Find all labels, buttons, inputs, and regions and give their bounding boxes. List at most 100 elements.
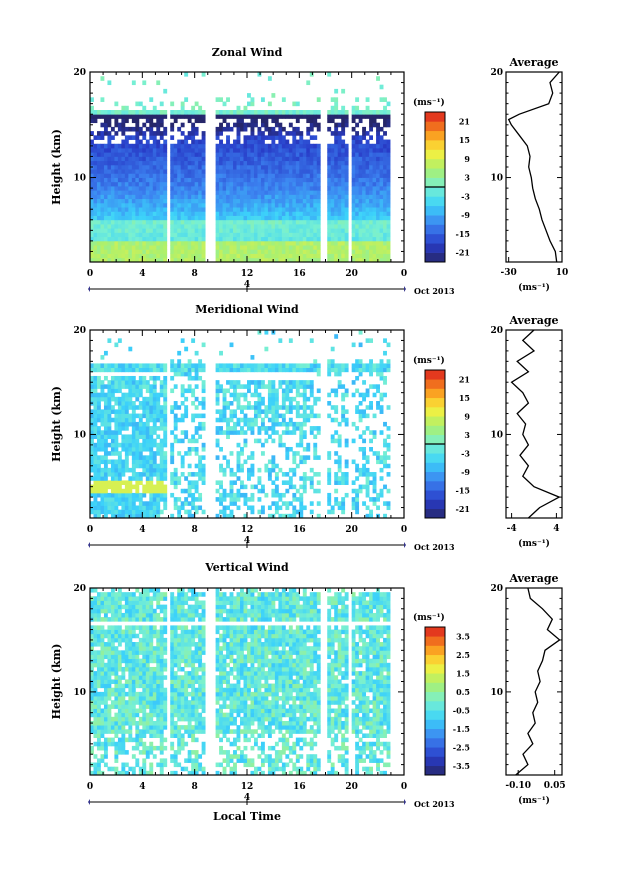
heatmap-cell <box>379 84 384 90</box>
heatmap-cell <box>264 384 269 389</box>
heatmap-cell <box>253 135 258 140</box>
heatmap-cell <box>365 413 370 419</box>
heatmap-cell <box>253 257 258 263</box>
heatmap-cell <box>278 249 283 254</box>
heatmap-cell <box>334 367 339 373</box>
heatmap-cell <box>229 202 234 208</box>
heatmap-cell <box>96 658 101 664</box>
heatmap-cell <box>121 375 126 381</box>
heatmap-cell <box>145 509 150 515</box>
heatmap-cell <box>257 202 262 208</box>
heatmap-cell <box>114 430 119 435</box>
heatmap-cell <box>219 186 223 191</box>
x-tick-label: 20 <box>345 269 358 279</box>
heatmap-cell <box>159 101 164 107</box>
heatmap-cell <box>362 181 367 187</box>
heatmap-cell <box>138 505 143 511</box>
heatmap-cell <box>187 388 192 394</box>
heatmap-cell <box>152 232 157 238</box>
heatmap-cell <box>369 446 373 452</box>
heatmap-cell <box>128 190 133 195</box>
heatmap-cell <box>260 219 265 225</box>
heatmap-cell <box>351 148 356 153</box>
heatmap-cell <box>96 380 101 385</box>
heatmap-cell <box>198 249 203 254</box>
heatmap-cell <box>362 198 367 204</box>
heatmap-cell <box>222 101 227 107</box>
heatmap-cell <box>131 80 136 86</box>
heatmap-cell <box>250 198 255 204</box>
heatmap-cell <box>247 219 251 225</box>
heatmap-cell <box>173 110 178 115</box>
heatmap-cell <box>247 194 251 200</box>
heatmap-cell <box>96 455 101 460</box>
heatmap-cell <box>306 181 311 187</box>
heatmap-cell <box>114 110 119 115</box>
heatmap-cell <box>316 148 321 153</box>
heatmap-cell <box>264 367 269 373</box>
heatmap-cell <box>142 442 147 448</box>
heatmap-cell <box>372 198 377 204</box>
heatmap-cell <box>369 156 373 162</box>
heatmap-cell <box>152 430 157 435</box>
heatmap-cell <box>131 505 136 511</box>
heatmap-cell <box>156 484 161 490</box>
heatmap-cell <box>267 236 272 242</box>
heatmap-cell <box>260 232 265 238</box>
heatmap-cell <box>327 198 332 204</box>
heatmap-cell <box>145 211 150 216</box>
heatmap-cell <box>90 642 94 647</box>
heatmap-cell <box>309 484 314 490</box>
heatmap-cell <box>100 392 105 398</box>
heatmap-cell <box>236 467 241 473</box>
heatmap-cell <box>138 417 143 423</box>
heatmap-cell <box>288 430 293 435</box>
heatmap-cell <box>247 148 251 153</box>
heatmap-cell <box>316 198 321 204</box>
heatmap-cell <box>117 164 122 170</box>
heatmap-cell <box>376 405 380 410</box>
heatmap-cell <box>386 455 391 460</box>
heatmap-cell <box>316 488 321 494</box>
heatmap-cell <box>219 446 223 452</box>
heatmap-cell <box>117 375 122 381</box>
heatmap-cell <box>260 380 265 385</box>
heatmap-cell <box>131 110 136 115</box>
heatmap-cell <box>267 459 272 465</box>
heatmap-cell <box>257 148 262 153</box>
heatmap-cell <box>93 766 98 772</box>
heatmap-cell <box>201 401 206 406</box>
heatmap-cell <box>386 501 391 506</box>
heatmap-cell <box>316 371 321 377</box>
heatmap-cell <box>110 249 115 254</box>
heatmap-cell <box>177 257 182 263</box>
heatmap-cell <box>260 401 265 406</box>
heatmap-cell <box>163 88 168 94</box>
heatmap-cell <box>121 497 126 502</box>
heatmap-cell <box>253 152 258 157</box>
heatmap-cell <box>379 367 384 373</box>
heatmap-cell <box>376 202 380 208</box>
heatmap-cell <box>344 198 349 204</box>
heatmap-cell <box>107 384 112 389</box>
heatmap-cell <box>145 177 150 183</box>
heatmap-cell <box>131 173 136 178</box>
heatmap-cell <box>219 245 223 250</box>
heatmap-cell <box>156 396 161 402</box>
heatmap-cell <box>107 426 112 431</box>
heatmap-cell <box>257 207 262 212</box>
heatmap-cell <box>295 219 300 225</box>
heatmap-cell <box>362 224 367 229</box>
heatmap-cell <box>142 509 147 515</box>
heatmap-cell <box>383 118 387 124</box>
heatmap-cell <box>93 691 98 697</box>
heatmap-cell <box>156 509 161 515</box>
heatmap-cell <box>236 228 241 233</box>
heatmap-cell <box>135 363 140 368</box>
heatmap-cell <box>180 488 185 494</box>
heatmap-cell <box>173 228 178 233</box>
heatmap-cell <box>121 164 126 170</box>
heatmap-cell <box>358 114 363 119</box>
heatmap-cell <box>138 177 143 183</box>
